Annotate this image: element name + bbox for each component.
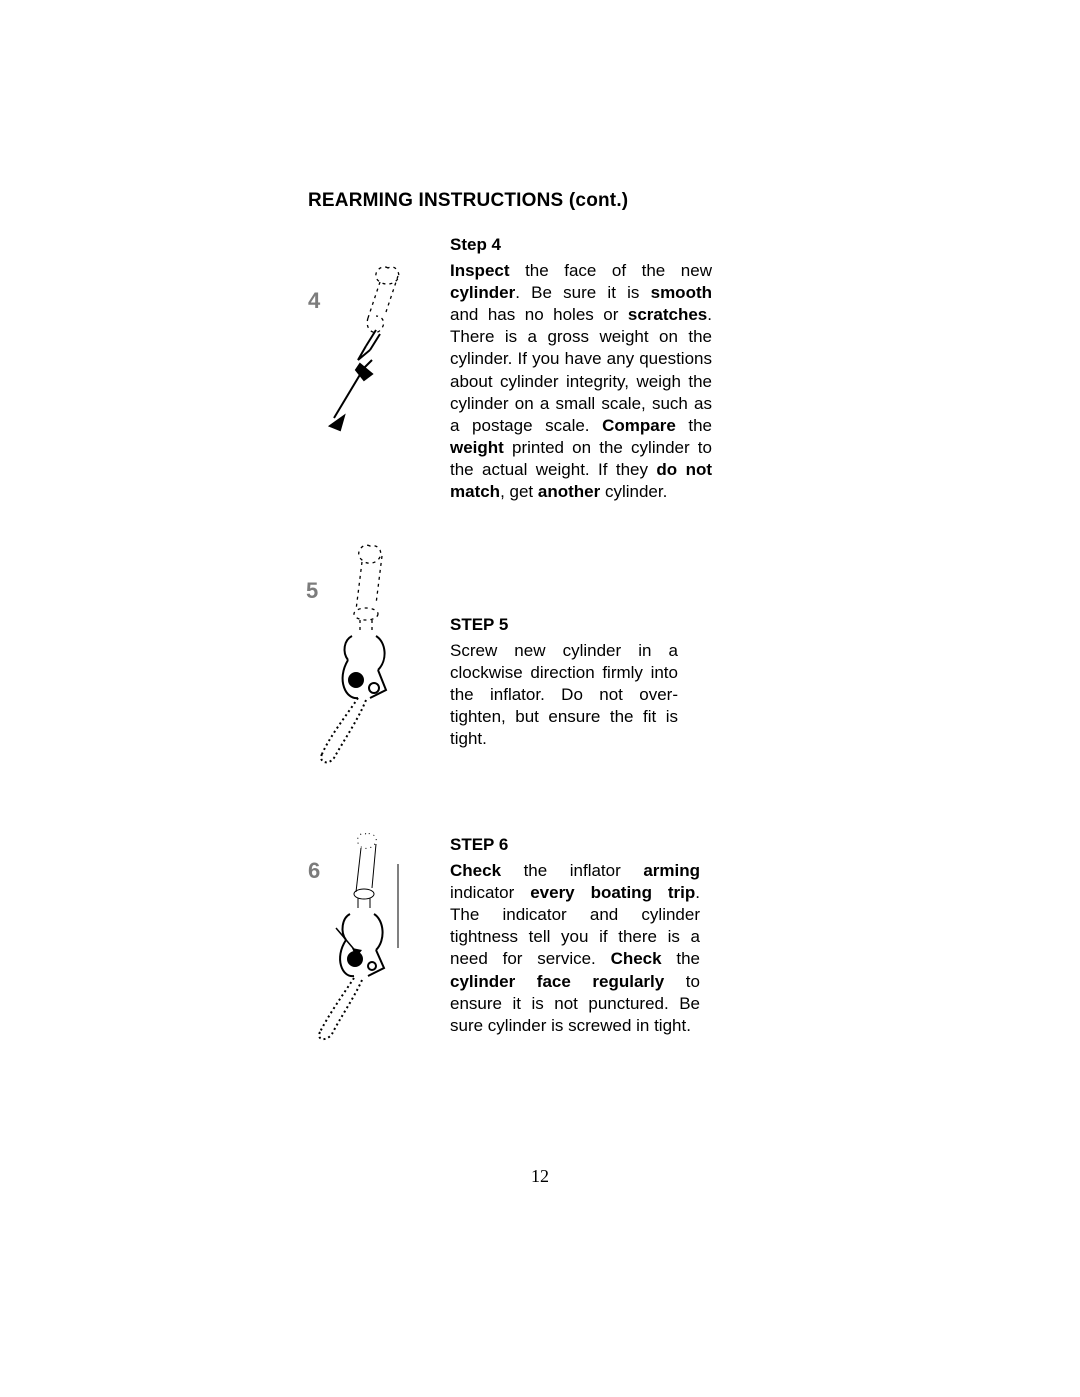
step-5-body: Screw new cylinder in a clockwise direct… xyxy=(450,640,678,750)
step4-t-d: . Be sure it is xyxy=(515,283,650,302)
step6-t-b: the inflator xyxy=(501,861,643,880)
cylinder-check-icon xyxy=(306,828,431,1053)
illustration-4: 4 xyxy=(320,258,430,443)
step6-t-i: cylinder face regularly xyxy=(450,972,664,991)
page-title: REARMING INSTRUCTIONS (cont.) xyxy=(308,190,628,212)
step-5-block: STEP 5 Screw new cylinder in a clockwise… xyxy=(450,614,678,751)
step4-t-a: Inspect xyxy=(450,261,510,280)
step-6-block: STEP 6 Check the inflator arming indicat… xyxy=(450,834,700,1037)
step4-t-o: another xyxy=(538,482,600,501)
step6-t-h: the xyxy=(662,949,700,968)
illustration-6: 6 xyxy=(306,828,431,1053)
step6-t-g: Check xyxy=(611,949,662,968)
page: REARMING INSTRUCTIONS (cont.) 4 xyxy=(0,0,1080,1397)
step6-t-a: Check xyxy=(450,861,501,880)
illustration-5: 5 xyxy=(306,540,431,775)
step4-t-p: cylinder. xyxy=(600,482,667,501)
illustration-number-6: 6 xyxy=(308,858,320,884)
step4-t-c: cylinder xyxy=(450,283,515,302)
step6-t-e: every boating trip xyxy=(530,883,695,902)
step-5-heading: STEP 5 xyxy=(450,614,678,636)
illustration-number-5: 5 xyxy=(306,578,318,604)
cylinder-inspect-icon xyxy=(320,258,430,443)
step4-t-k: weight xyxy=(450,438,504,457)
cylinder-screw-icon xyxy=(306,540,431,775)
step-4-heading: Step 4 xyxy=(450,234,712,256)
step6-t-d: indicator xyxy=(450,883,530,902)
step4-t-i: Compare xyxy=(602,416,676,435)
step4-t-g: scratches xyxy=(628,305,707,324)
step-4-body: Inspect the face of the new cylinder. Be… xyxy=(450,260,712,503)
step4-t-n: , get xyxy=(500,482,538,501)
step4-t-b: the face of the new xyxy=(510,261,712,280)
illustration-number-4: 4 xyxy=(308,288,320,314)
step4-t-e: smooth xyxy=(651,283,712,302)
page-number: 12 xyxy=(0,1166,1080,1187)
step-6-body: Check the inflator arming indicator ever… xyxy=(450,860,700,1037)
step6-t-c: arming xyxy=(643,861,700,880)
step-4-block: Step 4 Inspect the face of the new cylin… xyxy=(450,234,712,503)
step4-t-f: and has no holes or xyxy=(450,305,628,324)
step-6-heading: STEP 6 xyxy=(450,834,700,856)
step4-t-j: the xyxy=(676,416,712,435)
